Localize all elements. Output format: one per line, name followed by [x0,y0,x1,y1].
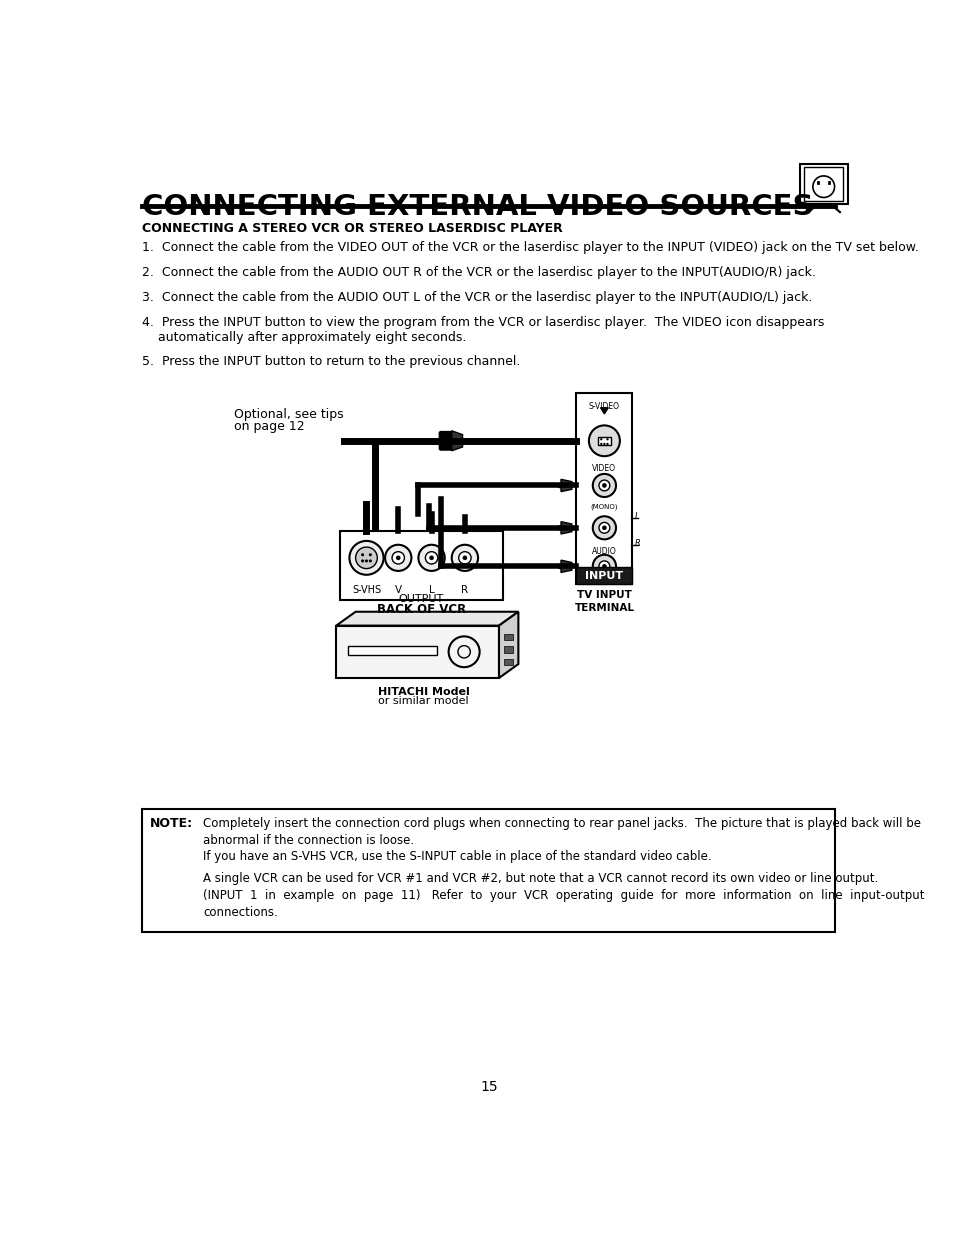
Circle shape [395,556,400,561]
Circle shape [558,564,562,568]
Circle shape [592,555,616,578]
Circle shape [606,442,608,445]
Bar [142,809,835,932]
Bar [340,531,502,600]
Text: BACK OF VCR: BACK OF VCR [376,603,466,616]
Circle shape [385,545,411,571]
Text: 1.  Connect the cable from the VIDEO OUT of the VCR or the laserdisc player to t: 1. Connect the cable from the VIDEO OUT … [142,241,919,253]
Bar [335,626,498,678]
Circle shape [602,442,605,445]
Bar [799,164,847,205]
Circle shape [462,556,467,561]
Text: VIDEO: VIDEO [592,464,616,473]
Polygon shape [452,431,462,451]
Circle shape [598,480,609,490]
Circle shape [599,442,602,445]
Text: 15: 15 [479,1079,497,1094]
Circle shape [601,483,606,488]
Circle shape [369,559,372,562]
Polygon shape [335,611,517,626]
Circle shape [355,547,377,568]
Bar [803,168,842,201]
Text: NOTE:: NOTE: [150,816,193,830]
Circle shape [598,522,609,534]
Text: L: L [428,585,434,595]
Polygon shape [560,521,571,534]
Circle shape [392,552,404,564]
Circle shape [599,438,602,441]
Text: INPUT: INPUT [585,571,623,580]
Polygon shape [498,611,517,678]
Circle shape [601,564,606,568]
Text: or similar model: or similar model [377,697,468,706]
Bar [598,437,610,445]
Circle shape [360,553,364,556]
Text: CONNECTING EXTERNAL VIDEO SOURCES: CONNECTING EXTERNAL VIDEO SOURCES [142,193,813,221]
Text: HITACHI Model: HITACHI Model [377,687,469,698]
Polygon shape [599,408,608,414]
Text: S-VHS: S-VHS [352,585,380,595]
Text: R: R [634,540,639,548]
Text: R: R [461,585,468,595]
Circle shape [452,545,477,571]
Circle shape [598,561,609,572]
Circle shape [592,474,616,496]
FancyBboxPatch shape [439,431,453,450]
Text: If you have an S-VHS VCR, use the S-INPUT cable in place of the standard video c: If you have an S-VHS VCR, use the S-INPU… [203,850,711,863]
Bar [576,393,632,584]
Text: 2.  Connect the cable from the AUDIO OUT R of the VCR or the laserdisc player to: 2. Connect the cable from the AUDIO OUT … [142,266,816,279]
Circle shape [606,438,608,441]
Bar [503,658,513,664]
Circle shape [418,545,444,571]
Circle shape [558,526,562,530]
Text: L: L [634,513,639,521]
Text: 5.  Press the INPUT button to return to the previous channel.: 5. Press the INPUT button to return to t… [142,354,520,368]
Text: V: V [395,585,401,595]
Bar [576,567,632,584]
Text: 4.  Press the INPUT button to view the program from the VCR or laserdisc player.: 4. Press the INPUT button to view the pr… [142,316,824,345]
Text: A single VCR can be used for VCR #1 and VCR #2, but note that a VCR cannot recor: A single VCR can be used for VCR #1 and … [203,872,923,919]
Polygon shape [560,479,571,492]
Circle shape [369,553,372,556]
Circle shape [588,425,619,456]
Circle shape [429,556,434,561]
Circle shape [360,559,364,562]
Text: OUTPUT: OUTPUT [398,594,444,604]
Text: TV INPUT
TERMINAL: TV INPUT TERMINAL [574,590,634,613]
Text: CONNECTING A STEREO VCR OR STEREO LASERDISC PLAYER: CONNECTING A STEREO VCR OR STEREO LASERD… [142,222,562,235]
Circle shape [592,516,616,540]
Circle shape [365,559,368,562]
Text: (MONO): (MONO) [590,504,618,510]
Polygon shape [560,561,571,573]
Text: 3.  Connect the cable from the AUDIO OUT L of the VCR or the laserdisc player to: 3. Connect the cable from the AUDIO OUT … [142,291,812,304]
Text: AUDIO: AUDIO [592,547,617,556]
Circle shape [601,526,606,530]
Text: Optional, see tips: Optional, see tips [233,408,343,421]
Bar [503,634,513,640]
Text: Completely insert the connection cord plugs when connecting to rear panel jacks.: Completely insert the connection cord pl… [203,816,920,846]
Circle shape [425,552,437,564]
Bar [348,646,436,655]
Text: on page 12: on page 12 [233,420,304,433]
Circle shape [349,541,383,574]
Circle shape [558,483,562,488]
Circle shape [458,552,471,564]
Bar [503,646,513,652]
Text: S-VIDEO: S-VIDEO [588,403,619,411]
